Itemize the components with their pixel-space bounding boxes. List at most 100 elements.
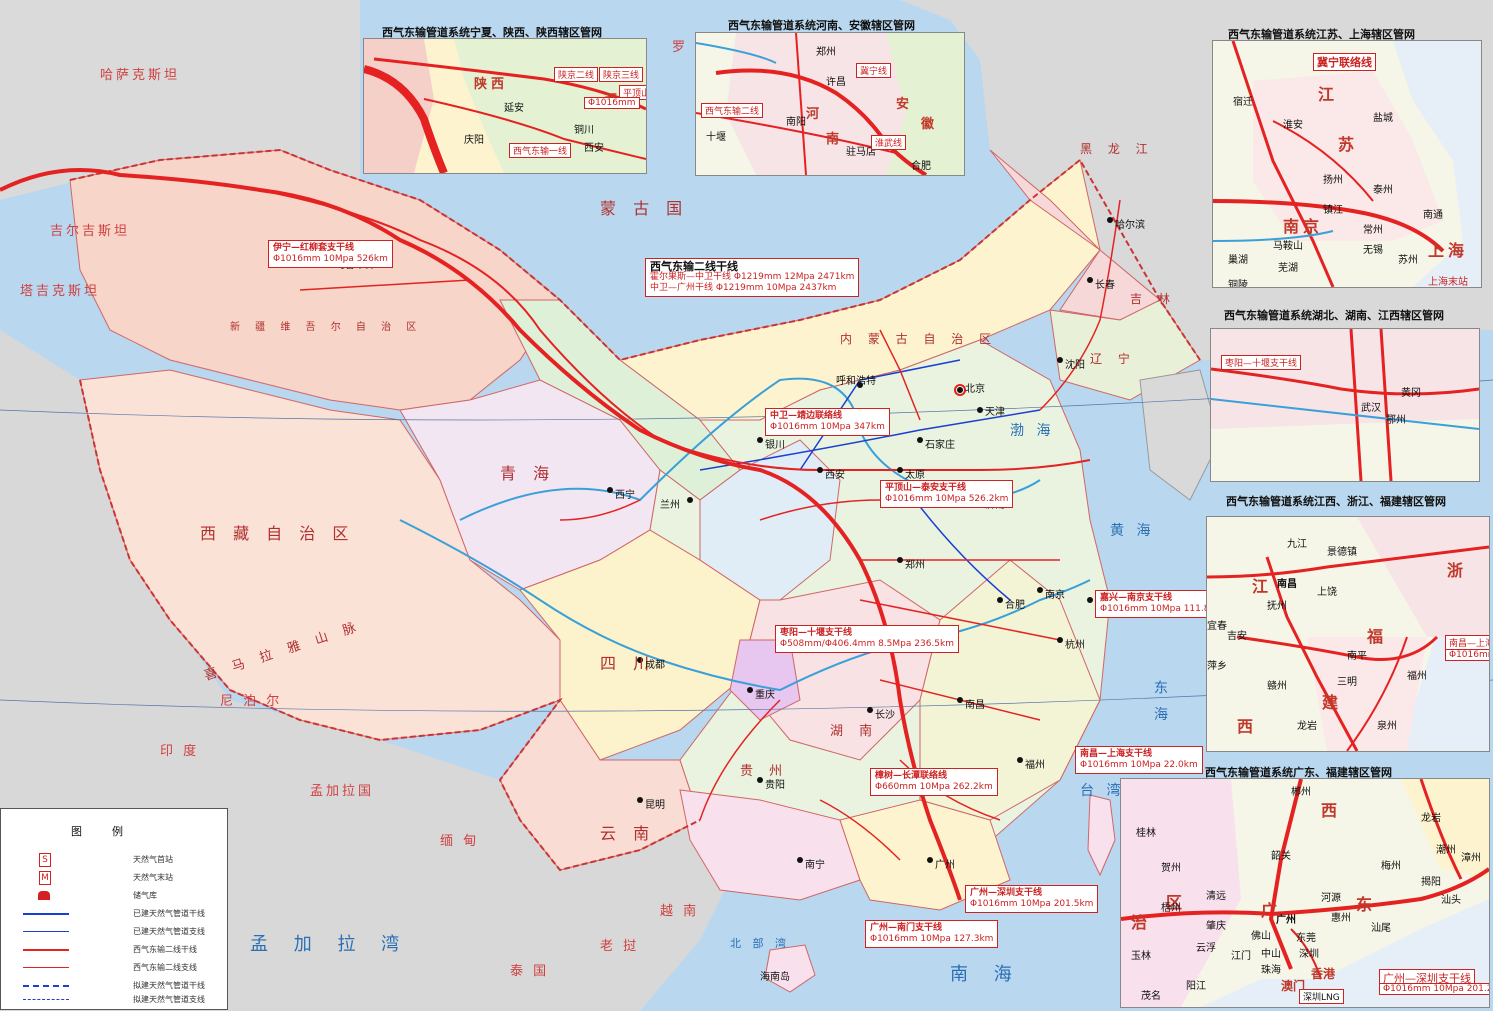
capital-stars (954, 384, 966, 396)
guangxi (679, 789, 861, 901)
inset-label: 抚州 (1267, 601, 1287, 612)
inset-label: 龙岩 (1421, 813, 1441, 824)
legend-label: 储气库 (133, 891, 157, 900)
inset-label: 肇庆 (1206, 921, 1226, 932)
label-nepal: 尼 泊 尔 (220, 694, 283, 709)
inset-label: 南阳 (786, 117, 806, 128)
callout-line: Φ1016mm 10Mpa 347km (770, 422, 885, 432)
label-east-sea: 东 海 (1152, 680, 1168, 725)
legend-item: 已建天然气管道支线 (15, 925, 225, 939)
label-myanmar: 缅 甸 (440, 834, 480, 849)
northeast-pipelines (1039, 199, 1121, 411)
inset-label: 揭阳 (1421, 877, 1441, 888)
inset-label: 许昌 (826, 77, 846, 88)
yangtze-river (399, 519, 1091, 692)
inset-label: 冀宁联络线 (1313, 53, 1376, 71)
inset-label: 西 (1321, 801, 1342, 820)
label-heilongjiang: 黑 龙 江 (1080, 142, 1154, 156)
callout-line: Φ1016mm 10Mpa 127.3km (870, 934, 994, 944)
legend-line-icon (19, 993, 69, 1007)
legend-symbol: M (39, 871, 51, 885)
legend-start-station-icon: S (19, 853, 69, 867)
city-fuzhou: 福州 (1025, 760, 1045, 771)
south-border (79, 379, 701, 872)
inset-label: 汕尾 (1371, 923, 1391, 934)
legend-end-station-icon: M (19, 871, 69, 885)
callout-title: 广州—南门支干线 (870, 923, 943, 933)
inset-label: 漳州 (1461, 853, 1481, 864)
inset-label: 汕头 (1441, 895, 1461, 906)
inset-label: 深圳 (1299, 949, 1319, 960)
label-yellow-sea: 黄 海 (1110, 523, 1155, 539)
callout-line: Φ1016mm 10Mpa 526km (273, 254, 388, 264)
label-kazakhstan: 哈萨克斯坦 (100, 68, 181, 83)
city-guiyang: 贵阳 (765, 780, 785, 791)
callout-line: Φ1016mm 10Mpa 111.8km (1100, 604, 1224, 614)
inset-title-hubei: 西气东输管道系统湖北、湖南、江西辖区管网 (1224, 309, 1444, 322)
city-nanchang: 南昌 (965, 700, 985, 711)
inset-label: 武汉 (1361, 403, 1381, 414)
inset-label: 珠海 (1261, 965, 1281, 976)
inset-label: 泉州 (1377, 721, 1397, 732)
label-jilin: 吉 林 (1130, 292, 1176, 306)
callout-title: 平顶山—泰安支干线 (885, 483, 967, 493)
inset-label: Φ1016mm (584, 97, 640, 109)
inset-ningxia: 陕西 西 平顶山 延安 庆阳 西安 铜川 陕京二线 陕京三线 西气东输一线 Φ1… (363, 38, 647, 174)
legend-symbol: S (39, 853, 51, 867)
city-changchun: 长春 (1095, 280, 1115, 291)
inset-label: 龙岩 (1297, 721, 1317, 732)
inset-label: 南平 (1347, 651, 1367, 662)
inset-map (364, 39, 646, 173)
label-vietnam: 越 南 (660, 904, 700, 919)
inset-label: 上海末站 (1428, 277, 1468, 288)
inset-label: 广 (1261, 901, 1282, 920)
inset-label: 吉安 (1227, 631, 1247, 642)
label-taiwan: 台 湾 (1080, 783, 1125, 799)
city-beijing: 北京 (965, 384, 985, 395)
inset-label: 盐城 (1373, 113, 1393, 124)
city-tianjin: 天津 (985, 407, 1005, 418)
inset-label: 泰州 (1373, 185, 1393, 196)
label-tajik: 塔吉克斯坦 (20, 284, 101, 299)
inset-label: 芜湖 (1278, 263, 1298, 274)
inset-label: 韶关 (1271, 851, 1291, 862)
inset-label: 淮安 (1283, 120, 1303, 131)
label-liaoning: 辽 宁 (1090, 352, 1136, 366)
legend-label: 已建天然气管道支线 (133, 927, 205, 936)
inset-jiangsu: 江 苏 南京 上海 冀宁联络线 宿迁 淮安 盐城 扬州 泰州 镇江 常州 无锡 … (1212, 40, 1482, 288)
inset-label: 南昌—上海支干线 (1445, 635, 1489, 650)
inset-label: 巢湖 (1228, 255, 1248, 266)
legend-item: 拟建天然气管道干线 (15, 979, 225, 993)
legend-title: 图例 (71, 825, 153, 838)
inset-label: 景德镇 (1327, 547, 1357, 558)
city-zhengzhou: 郑州 (905, 560, 925, 571)
label-sichuan: 四 川 (600, 654, 656, 673)
inset-label: 桂林 (1136, 828, 1156, 839)
callout-title: 南昌—上海支干线 (1080, 749, 1153, 759)
legend-item: 已建天然气管道干线 (15, 907, 225, 921)
inset-label: 南通 (1423, 210, 1443, 221)
city-xining: 西宁 (615, 490, 635, 501)
national-border (69, 148, 1201, 362)
inset-label: 郑州 (816, 47, 836, 58)
city-harbin: 哈尔滨 (1115, 220, 1145, 231)
inset-label: 陕京三线 (599, 67, 644, 82)
callout-line: Φ1016mm 10Mpa 526.2km (885, 494, 1009, 504)
inset-label: 马鞍山 (1273, 241, 1303, 252)
inset-title-ningxia: 西气东输管道系统宁夏、陕西、陕西辖区管网 (382, 26, 602, 39)
inset-label: 佛山 (1251, 931, 1271, 942)
inset-label: 萍乡 (1207, 661, 1227, 672)
label-qinghai: 青 海 (500, 464, 556, 483)
inset-map (1207, 517, 1489, 751)
korea (1139, 369, 1221, 501)
callout-title: 嘉兴—南京支干线 (1100, 593, 1173, 603)
callout-yining: 伊宁—红柳套支干线 Φ1016mm 10Mpa 526km (268, 240, 393, 268)
city-changsha: 长沙 (875, 710, 895, 721)
legend-label: 拟建天然气管道支线 (133, 995, 205, 1004)
inset-label: 惠州 (1331, 913, 1351, 924)
callout-zhangshu: 樟树—长潭联络线 Φ660mm 10Mpa 262.2km (870, 768, 998, 796)
inset-hubei: 枣阳—十堰支干线 武汉 黄冈 鄂州 (1210, 328, 1480, 482)
inset-label: 合肥 (911, 161, 931, 172)
city-chongqing: 重庆 (755, 690, 775, 701)
inset-label: 枣阳—十堰支干线 (1221, 355, 1302, 370)
